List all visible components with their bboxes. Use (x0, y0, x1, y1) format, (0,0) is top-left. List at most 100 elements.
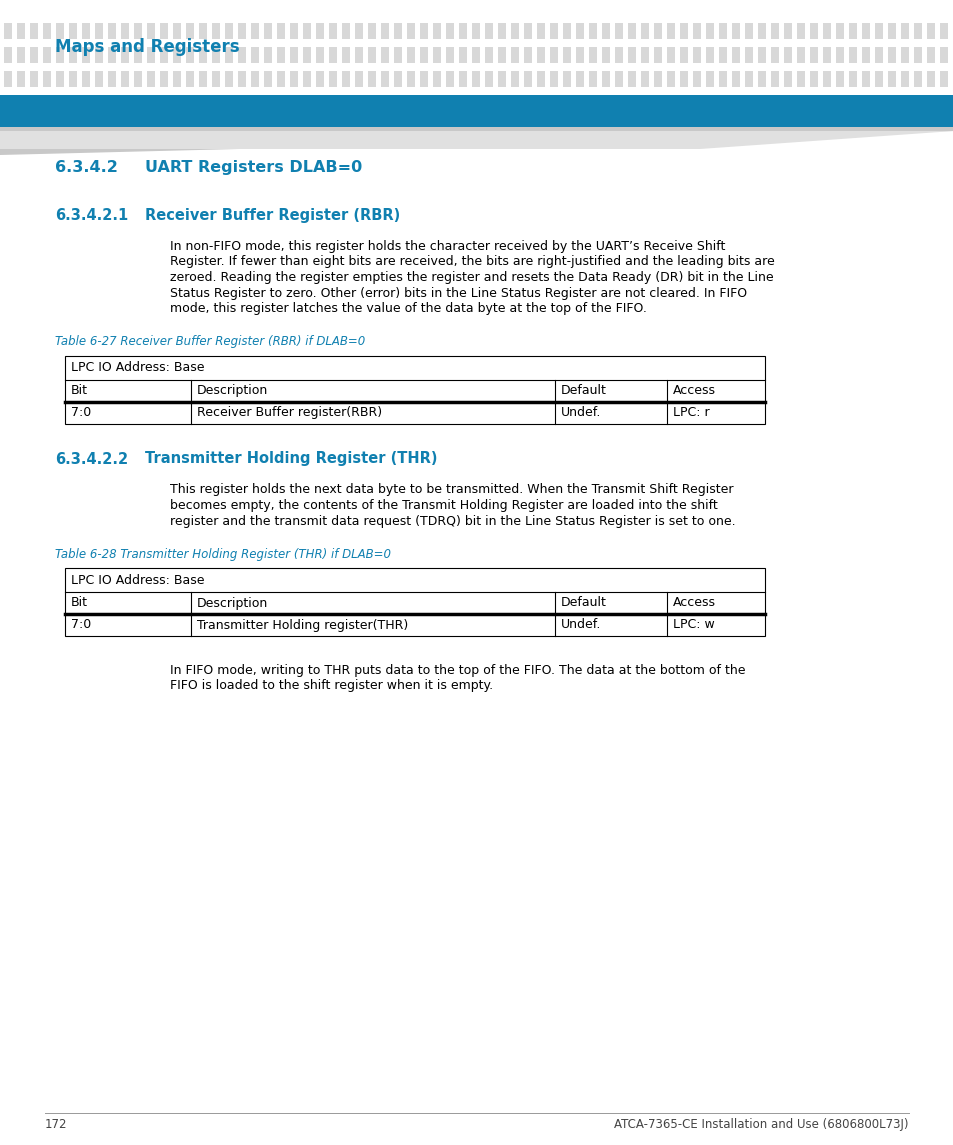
Bar (264, 47, 272, 63)
Bar (419, 47, 428, 63)
Bar (862, 23, 869, 39)
Text: This register holds the next data byte to be transmitted. When the Transmit Shif: This register holds the next data byte t… (170, 483, 733, 497)
Bar (95, 71, 103, 87)
Bar (433, 23, 440, 39)
Bar (770, 71, 779, 87)
Text: Description: Description (196, 384, 268, 397)
Text: Table 6-28 Transmitter Holding Register (THR) if DLAB=0: Table 6-28 Transmitter Holding Register … (55, 548, 391, 561)
Bar (315, 47, 324, 63)
Text: Receiver Buffer Register (RBR): Receiver Buffer Register (RBR) (145, 208, 400, 223)
Bar (640, 23, 648, 39)
Text: FIFO is loaded to the shift register when it is empty.: FIFO is loaded to the shift register whe… (170, 679, 493, 693)
Bar (744, 71, 752, 87)
Bar (848, 23, 856, 39)
Bar (65, 568, 764, 635)
Bar (82, 71, 90, 87)
Bar (679, 71, 687, 87)
Bar (472, 47, 479, 63)
Bar (926, 71, 934, 87)
Bar (147, 47, 154, 63)
Bar (186, 71, 193, 87)
Bar (796, 23, 804, 39)
Bar (887, 47, 895, 63)
Text: Default: Default (560, 384, 606, 397)
Bar (719, 47, 726, 63)
Bar (0, 95, 953, 127)
Text: Description: Description (196, 597, 268, 609)
Bar (939, 23, 947, 39)
Bar (523, 47, 532, 63)
Bar (433, 47, 440, 63)
Text: Status Register to zero. Other (error) bits in the Line Status Register are not : Status Register to zero. Other (error) b… (170, 286, 746, 300)
Bar (692, 23, 700, 39)
Bar (654, 71, 661, 87)
Bar (719, 23, 726, 39)
Bar (874, 71, 882, 87)
Bar (523, 23, 532, 39)
Text: Table 6-27 Receiver Buffer Register (RBR) if DLAB=0: Table 6-27 Receiver Buffer Register (RBR… (55, 335, 365, 348)
Bar (692, 47, 700, 63)
Text: Transmitter Holding register(THR): Transmitter Holding register(THR) (196, 618, 408, 632)
Text: LPC IO Address: Base: LPC IO Address: Base (71, 574, 204, 586)
Bar (472, 23, 479, 39)
Bar (537, 23, 544, 39)
Bar (654, 47, 661, 63)
Bar (329, 23, 336, 39)
Bar (874, 47, 882, 63)
Bar (913, 23, 921, 39)
Bar (237, 47, 246, 63)
Polygon shape (0, 131, 953, 149)
Text: becomes empty, the contents of the Transmit Holding Register are loaded into the: becomes empty, the contents of the Trans… (170, 499, 717, 512)
Bar (900, 47, 908, 63)
Bar (731, 23, 740, 39)
Bar (627, 47, 636, 63)
Bar (887, 23, 895, 39)
Bar (394, 23, 401, 39)
Bar (640, 47, 648, 63)
Bar (562, 23, 571, 39)
Bar (341, 47, 350, 63)
Bar (394, 71, 401, 87)
Bar (562, 47, 571, 63)
Text: LPC: w: LPC: w (672, 618, 714, 632)
Bar (82, 23, 90, 39)
Text: Access: Access (672, 597, 716, 609)
Bar (939, 71, 947, 87)
Text: 7:0: 7:0 (71, 406, 91, 419)
Bar (926, 47, 934, 63)
Bar (407, 47, 415, 63)
Text: 6.3.4.2: 6.3.4.2 (55, 160, 118, 175)
Bar (43, 23, 51, 39)
Bar (758, 23, 765, 39)
Bar (69, 47, 77, 63)
Bar (419, 71, 428, 87)
Bar (692, 71, 700, 87)
Bar (17, 23, 25, 39)
Bar (329, 71, 336, 87)
Bar (615, 23, 622, 39)
Bar (341, 71, 350, 87)
Bar (303, 47, 311, 63)
Bar (368, 47, 375, 63)
Bar (913, 47, 921, 63)
Bar (264, 23, 272, 39)
Bar (199, 71, 207, 87)
Bar (368, 71, 375, 87)
Bar (108, 47, 116, 63)
Bar (133, 71, 142, 87)
Bar (822, 71, 830, 87)
Bar (550, 71, 558, 87)
Bar (4, 71, 12, 87)
Bar (576, 47, 583, 63)
Bar (315, 71, 324, 87)
Bar (458, 47, 467, 63)
Bar (862, 71, 869, 87)
Bar (43, 71, 51, 87)
Bar (290, 71, 297, 87)
Bar (640, 71, 648, 87)
Bar (172, 71, 181, 87)
Bar (133, 47, 142, 63)
Bar (290, 47, 297, 63)
Bar (731, 47, 740, 63)
Bar (121, 47, 129, 63)
